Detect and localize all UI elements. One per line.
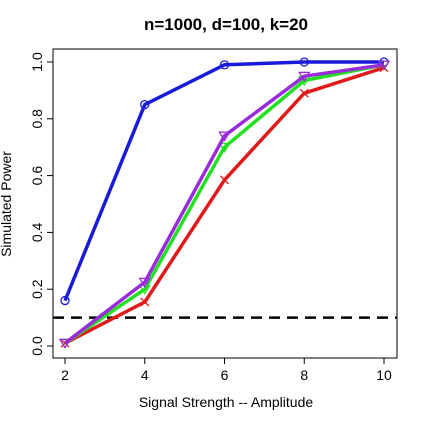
chart-title: n=1000, d=100, k=20 [144, 15, 308, 34]
x-tick-label: 2 [61, 367, 69, 383]
y-axis-label: Simulated Power [0, 151, 14, 257]
series-3 [58, 60, 391, 349]
data-point [218, 131, 231, 142]
data-point [140, 297, 150, 307]
plot-frame [52, 48, 398, 359]
data-point [138, 277, 151, 288]
axis-ticks: 2 4 6 8 10 0.0 0.2 0.4 0.6 0.8 1.0 [29, 52, 392, 383]
series-line [64, 66, 385, 345]
y-tick-label: 0.8 [29, 109, 45, 129]
x-axis-label: Signal Strength -- Amplitude [139, 394, 314, 410]
data-point [377, 60, 391, 71]
series-1 [60, 57, 389, 306]
y-tick-label: 0.0 [29, 336, 45, 356]
series-2 [60, 63, 389, 348]
y-tick-label: 0.2 [29, 279, 45, 299]
data-point [299, 57, 309, 67]
series-line [63, 60, 384, 302]
x-tick-label: 10 [376, 367, 392, 383]
series-4 [58, 60, 391, 349]
data-point [58, 338, 72, 349]
data-point [299, 88, 309, 98]
y-tick-label: 1.0 [29, 52, 45, 72]
y-tick-label: 0.6 [29, 166, 45, 186]
y-tick-label: 0.4 [29, 222, 45, 242]
x-tick-label: 6 [221, 367, 229, 383]
x-tick-label: 8 [300, 367, 308, 383]
data-point [140, 99, 150, 110]
data-point [298, 71, 311, 82]
data-point [219, 60, 230, 70]
series-group [58, 57, 391, 349]
series-line [63, 63, 385, 345]
data-point [220, 175, 229, 185]
series-line [64, 63, 385, 345]
x-tick-label: 4 [141, 367, 149, 383]
data-point [60, 295, 70, 306]
data-point [218, 142, 231, 153]
